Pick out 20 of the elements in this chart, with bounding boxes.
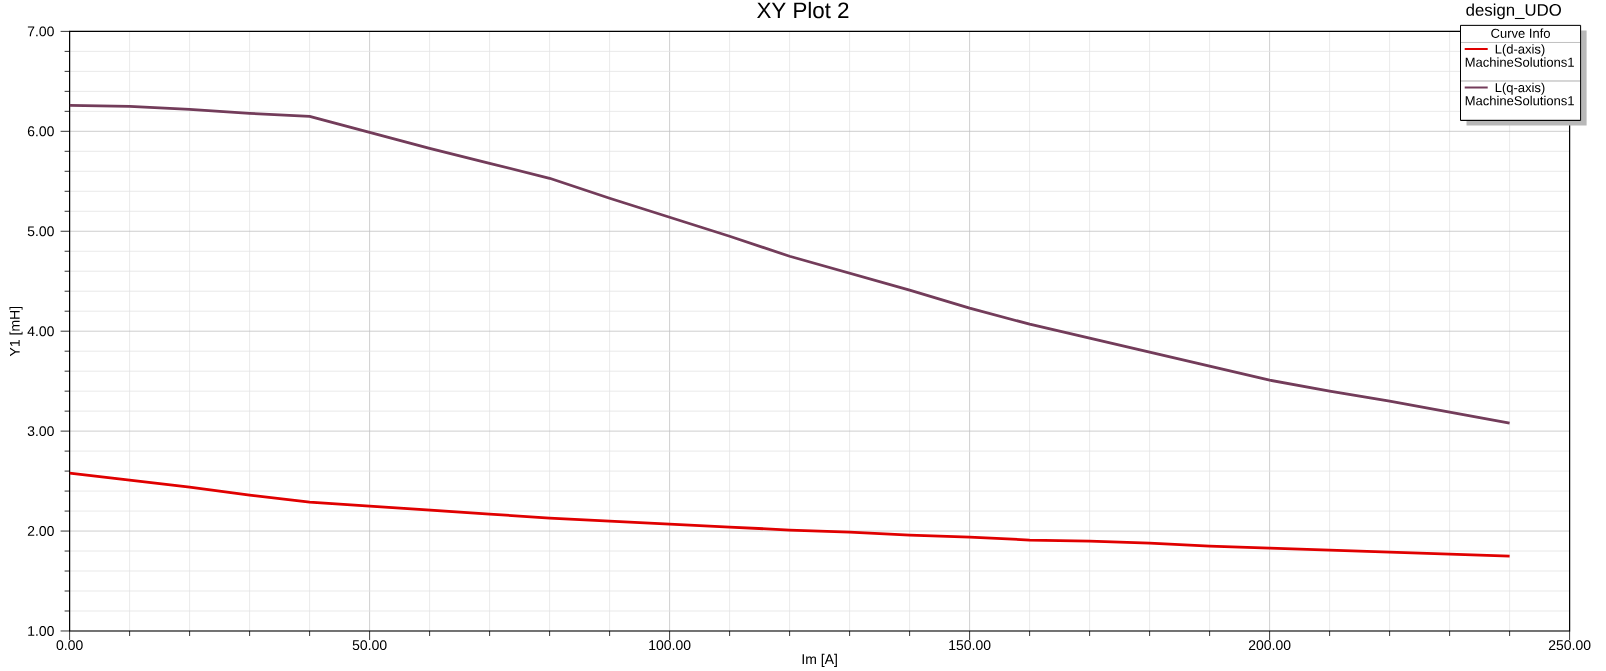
- x-tick-label: 250.00: [1548, 640, 1591, 651]
- y-axis-title: Y1 [mH]: [9, 306, 23, 357]
- y-tick-label: 5.00: [27, 226, 54, 237]
- y-tick-label: 6.00: [27, 126, 54, 137]
- legend-label: L(q-axis) MachineSolutions1: [1465, 82, 1574, 106]
- y-tick-label: 3.00: [27, 426, 54, 437]
- x-tick-label: 150.00: [949, 640, 991, 651]
- y-tick-label: 1.00: [28, 626, 54, 636]
- legend-label: L(d-axis) MachineSolutions1: [1465, 44, 1574, 67]
- x-axis-title: Im [A]: [802, 653, 837, 667]
- y-tick-label: 7.00: [27, 26, 54, 37]
- text: design_UDO: [1466, 3, 1561, 20]
- legend-title: Curve Info: [1491, 28, 1550, 38]
- x-tick-label: 200.00: [1248, 640, 1291, 651]
- chart-title: XY Plot 2: [757, 1, 849, 19]
- y-tick-label: 2.00: [27, 526, 54, 537]
- x-tick-label: 0.00: [56, 640, 83, 651]
- x-tick-label: 50.00: [352, 640, 387, 651]
- x-tick-label: 100.00: [649, 640, 691, 651]
- y-tick-label: 4.00: [27, 326, 54, 337]
